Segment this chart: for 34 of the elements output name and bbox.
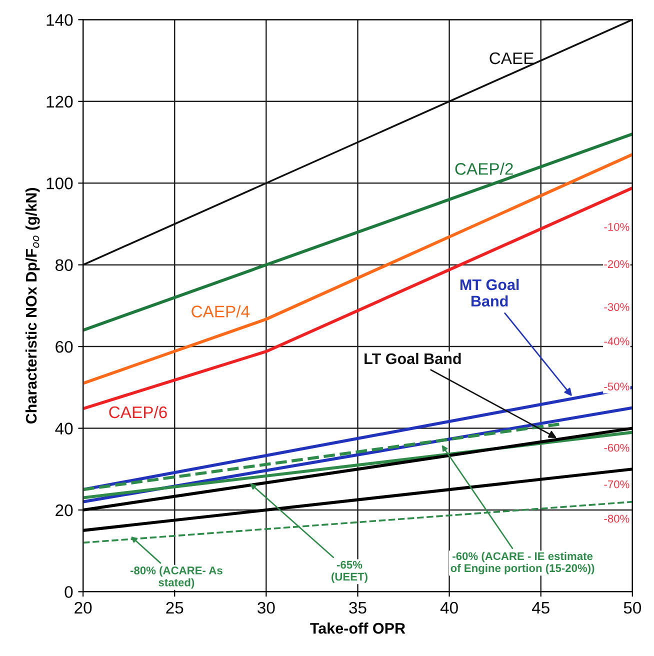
x-tick-label: 30 (258, 602, 275, 614)
annotation: -50% (604, 382, 630, 390)
y-tick-label: 0 (64, 586, 73, 598)
y-axis-title: Characteristic NOx Dp/F$_{oo}$ (g/kN) (25, 188, 40, 424)
x-axis-title: Take-off OPR (310, 622, 406, 634)
series-label: CAEP/6 (109, 406, 167, 418)
annotation: LT Goal Band (364, 352, 461, 364)
y-tick-label: 120 (46, 96, 73, 108)
annotation: -40% (604, 337, 630, 346)
x-tick-label: 20 (74, 602, 92, 614)
x-tick-label: 40 (440, 602, 458, 614)
annotation: -60% (ACARE - IE estimate of Engine portion (15-20%)) (450, 552, 594, 574)
x-tick-label: 25 (166, 602, 184, 614)
y-tick-label: 40 (55, 422, 73, 434)
annotation: -80% (604, 514, 630, 523)
annotation: -60% (604, 444, 630, 452)
x-tick-label: 45 (532, 602, 550, 614)
y-tick-label: 20 (56, 504, 73, 516)
annotation: -80% (ACARE- As stated) (130, 566, 222, 589)
y-tick-label: 80 (56, 259, 73, 272)
y-tick-label: 140 (46, 14, 73, 26)
x-tick-label: 50 (624, 602, 642, 614)
series-label: CAEP/2 (455, 162, 513, 175)
annotation: -70% (604, 480, 630, 488)
series-label: CAEE (490, 52, 534, 64)
annotation: -65% (UEET) (332, 560, 368, 583)
annotation: -30% (604, 303, 630, 311)
y-tick-label: 100 (46, 178, 73, 190)
x-tick-label: 35 (349, 602, 366, 614)
y-tick-label: 60 (56, 340, 73, 353)
annotation: MT Goal Band (460, 278, 519, 307)
annotation: -10% (604, 223, 630, 231)
annotation: -20% (604, 260, 630, 268)
series-label: CAEP/4 (192, 305, 250, 318)
